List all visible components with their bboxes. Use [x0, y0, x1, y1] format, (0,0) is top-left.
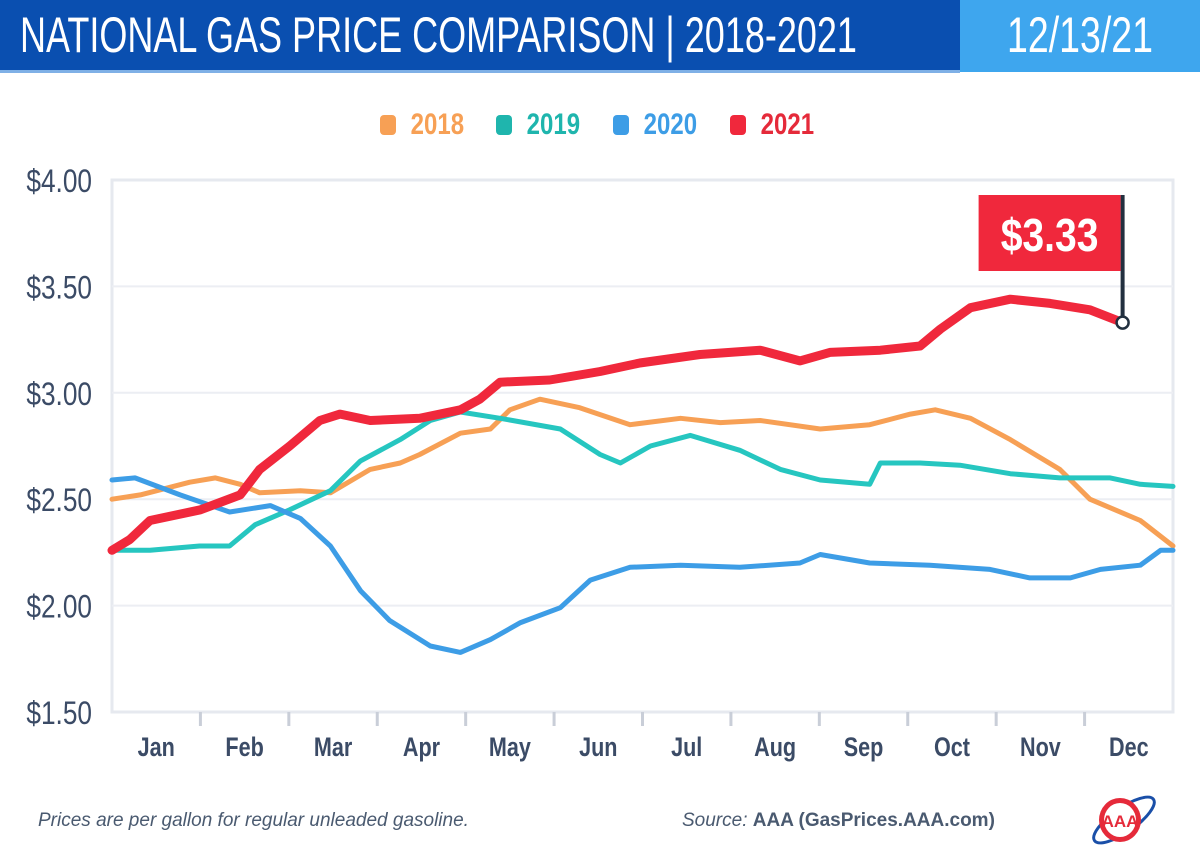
- x-tick-label: Feb: [225, 733, 263, 763]
- legend-swatch-2019: [496, 115, 513, 135]
- x-tick-label: Jul: [671, 733, 702, 763]
- callout-label: $3.33: [1001, 210, 1099, 262]
- series-line-2019: [109, 409, 1176, 553]
- series-line-2018: [109, 396, 1176, 549]
- header-bar: NATIONAL GAS PRICE COMPARISON | 2018-202…: [0, 0, 960, 73]
- y-tick-label: $3.50: [26, 271, 92, 306]
- date-box: 12/13/21: [960, 0, 1200, 72]
- callout-box: [978, 195, 1121, 271]
- series-line-2020: [109, 475, 1176, 655]
- legend-swatch-2020: [613, 115, 629, 135]
- svg-text:AAA: AAA: [1102, 812, 1139, 831]
- x-tick-label: Mar: [314, 733, 353, 763]
- y-tick-label: $1.50: [26, 697, 92, 732]
- footnote: Prices are per gallon for regular unlead…: [38, 810, 469, 831]
- x-tick-label: Sep: [844, 733, 884, 763]
- y-tick-label: $4.00: [26, 165, 92, 200]
- legend-item-2021: 2021: [729, 108, 821, 142]
- x-tick-label: Oct: [934, 733, 970, 763]
- legend-item-2020: 2020: [613, 108, 704, 142]
- aaa-logo: AAA: [1092, 795, 1156, 845]
- date-label: 12/13/21: [1007, 7, 1153, 63]
- x-tick-label: Dec: [1109, 733, 1149, 763]
- source-value: AAA (GasPrices.AAA.com): [752, 810, 995, 831]
- series-line-2021: [107, 294, 1128, 555]
- chart-title: NATIONAL GAS PRICE COMPARISON | 2018-202…: [20, 7, 857, 63]
- x-tick-label: Aug: [754, 733, 796, 763]
- source-label: Source:: [682, 810, 748, 831]
- legend-item-2019: 2019: [496, 108, 587, 142]
- callout-point: [1115, 315, 1130, 330]
- x-tick-label: Jun: [579, 733, 617, 763]
- y-tick-label: $2.50: [26, 484, 92, 519]
- x-tick-label: Nov: [1020, 733, 1061, 763]
- legend: 2018 2019 2020 2021: [0, 108, 1200, 142]
- x-tick-label: Apr: [403, 733, 441, 763]
- y-tick-label: $2.00: [26, 590, 92, 625]
- x-tick-label: Jan: [138, 733, 175, 763]
- legend-swatch-2021: [729, 115, 746, 135]
- legend-swatch-2018: [379, 115, 396, 135]
- legend-item-2018: 2018: [379, 108, 471, 142]
- y-tick-label: $3.00: [26, 377, 92, 412]
- x-tick-label: May: [489, 733, 531, 763]
- source-line: Source: AAA (GasPrices.AAA.com): [682, 810, 995, 832]
